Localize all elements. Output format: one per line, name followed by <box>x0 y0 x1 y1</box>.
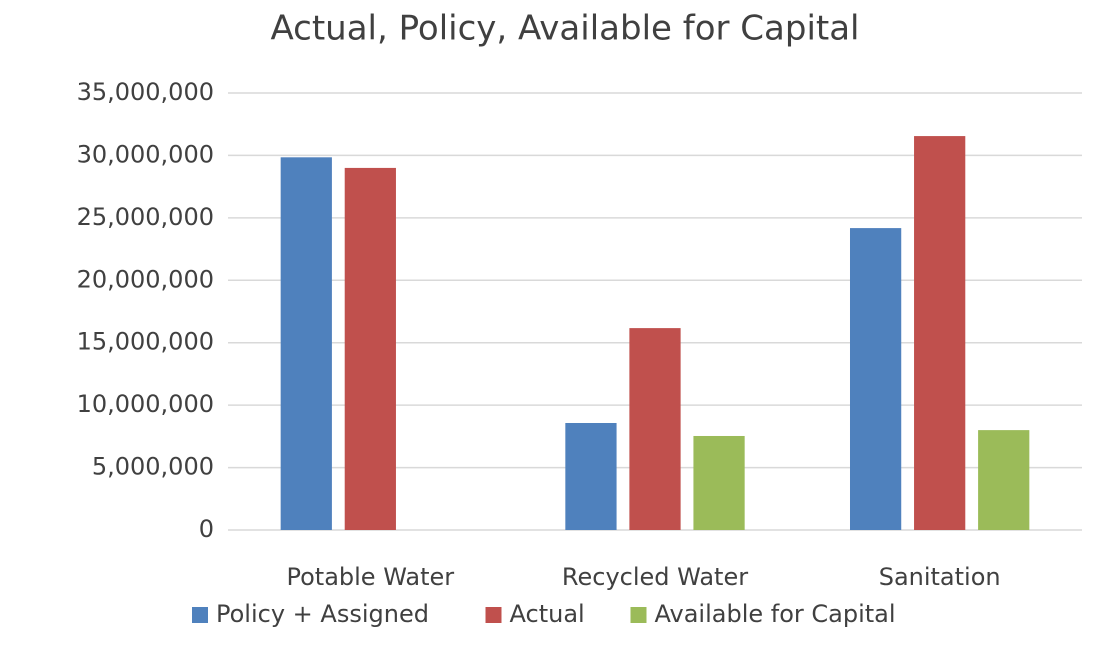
chart-title: Actual, Policy, Available for Capital <box>270 9 859 49</box>
legend-swatch <box>192 607 208 623</box>
y-tick-label: 35,000,000 <box>77 78 214 106</box>
legend-swatch <box>485 607 502 623</box>
bar <box>978 430 1030 530</box>
y-tick-label: 30,000,000 <box>77 140 214 168</box>
y-tick-label: 15,000,000 <box>77 328 214 356</box>
bar <box>565 422 617 530</box>
bar <box>344 167 396 530</box>
y-tick-label: 5,000,000 <box>92 453 214 481</box>
bar <box>629 328 681 530</box>
legend-swatch <box>630 607 647 623</box>
y-tick-label: 10,000,000 <box>77 390 214 418</box>
bar <box>280 157 332 530</box>
legend-label: Available for Capital <box>655 600 896 628</box>
x-tick-label: Potable Water <box>286 563 454 591</box>
y-tick-label: 20,000,000 <box>77 265 214 293</box>
bar <box>914 136 966 530</box>
legend-label: Actual <box>510 600 585 628</box>
y-tick-label: 25,000,000 <box>77 203 214 231</box>
y-tick-label: 0 <box>199 515 214 543</box>
bar <box>849 228 902 530</box>
x-tick-label: Sanitation <box>879 563 1001 591</box>
legend-label: Policy + Assigned <box>216 600 429 628</box>
x-tick-label: Recycled Water <box>562 563 748 591</box>
bar <box>693 435 745 530</box>
